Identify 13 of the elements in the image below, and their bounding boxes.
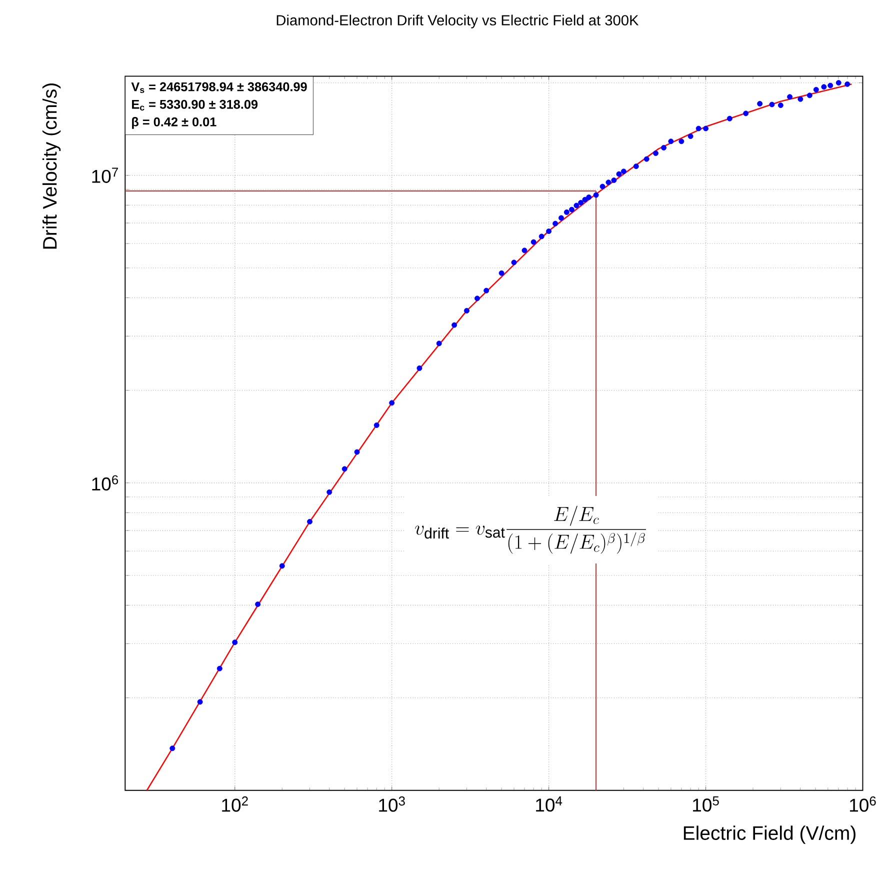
- y-tick-label: 10$^{7}$: [92, 168, 118, 184]
- x-tick-label: 10$^{4}$: [536, 796, 562, 812]
- annotation: E$_{c}$ = 5330.90 ± 318.09: [132, 100, 258, 111]
- x-axis-title: Electric Field (V/cm): [684, 826, 856, 844]
- x-tick-label: 10$^{5}$: [693, 796, 719, 812]
- x-tick-label: 10$^{2}$: [222, 796, 248, 812]
- x-tick-label: 10$^{6}$: [850, 796, 876, 812]
- annotation: $v_{\mathrm{drift}} = v_{\mathrm{sat}}\frac{E/E_c}{(1+(E/E_c)^{\beta})^{1/\beta}}$: [415, 506, 646, 554]
- y-axis-title: Drift Velocity (cm/s): [42, 84, 61, 249]
- annotation: β = 0.42 ± 0.01: [132, 117, 216, 130]
- chart-title: Diamond-Electron Drift Velocity vs Electric Field at 300K: [276, 14, 639, 28]
- annotation: V$_{s}$ = 24651798.94 ± 386340.99: [131, 82, 307, 94]
- x-tick-label: 10$^{3}$: [379, 796, 405, 812]
